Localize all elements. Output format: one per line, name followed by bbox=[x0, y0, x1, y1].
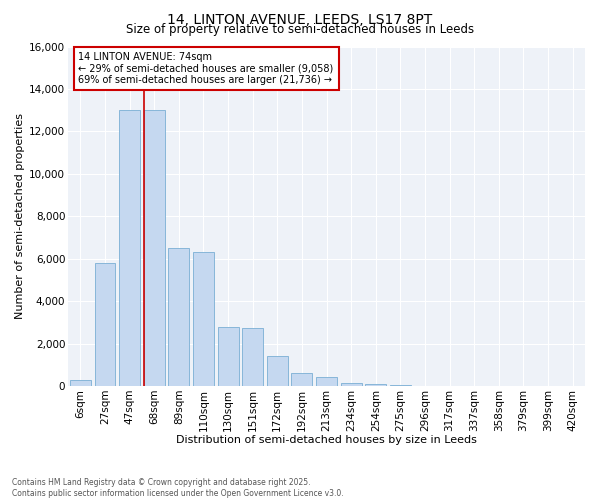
Bar bbox=[70, 380, 91, 386]
Bar bbox=[193, 252, 214, 386]
Bar bbox=[95, 263, 115, 386]
X-axis label: Distribution of semi-detached houses by size in Leeds: Distribution of semi-detached houses by … bbox=[176, 435, 477, 445]
Bar bbox=[341, 382, 362, 386]
Bar bbox=[242, 328, 263, 386]
Bar bbox=[365, 384, 386, 386]
Text: Size of property relative to semi-detached houses in Leeds: Size of property relative to semi-detach… bbox=[126, 22, 474, 36]
Text: 14, LINTON AVENUE, LEEDS, LS17 8PT: 14, LINTON AVENUE, LEEDS, LS17 8PT bbox=[167, 12, 433, 26]
Bar bbox=[169, 248, 190, 386]
Bar bbox=[119, 110, 140, 386]
Bar bbox=[390, 385, 411, 386]
Bar bbox=[316, 378, 337, 386]
Bar bbox=[218, 326, 239, 386]
Bar bbox=[144, 110, 164, 386]
Y-axis label: Number of semi-detached properties: Number of semi-detached properties bbox=[15, 113, 25, 319]
Text: Contains HM Land Registry data © Crown copyright and database right 2025.
Contai: Contains HM Land Registry data © Crown c… bbox=[12, 478, 344, 498]
Bar bbox=[267, 356, 288, 386]
Bar bbox=[292, 373, 313, 386]
Text: 14 LINTON AVENUE: 74sqm
← 29% of semi-detached houses are smaller (9,058)
69% of: 14 LINTON AVENUE: 74sqm ← 29% of semi-de… bbox=[79, 52, 334, 85]
